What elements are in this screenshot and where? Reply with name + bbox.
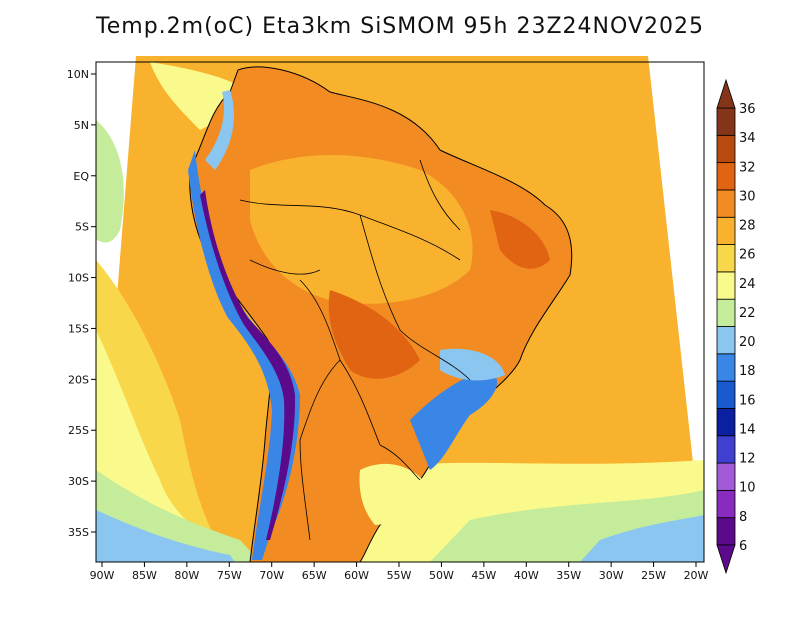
lat-tick-label: 25S bbox=[68, 424, 89, 437]
lon-tick-label: 70W bbox=[259, 569, 284, 582]
colorbar-label: 36 bbox=[739, 102, 756, 117]
northeast-warm bbox=[490, 210, 550, 269]
temperature-field bbox=[96, 56, 704, 563]
colorbar-swatch bbox=[716, 380, 736, 409]
lon-tick-label: 80W bbox=[174, 569, 199, 582]
colorbar-swatch bbox=[716, 408, 736, 437]
lat-tick-label: 15S bbox=[68, 322, 89, 335]
lon-tick-label: 50W bbox=[429, 569, 454, 582]
lat-tick-label: 5S bbox=[75, 221, 89, 234]
amazon-interior bbox=[250, 155, 473, 304]
colorbar-swatch bbox=[716, 489, 736, 519]
colorbar-label: 24 bbox=[739, 277, 756, 292]
pampas-mild bbox=[359, 463, 430, 525]
pacific-cooler-zone bbox=[96, 120, 124, 243]
map-frame bbox=[95, 61, 705, 563]
colorbar-label: 28 bbox=[739, 219, 756, 234]
colorbar-label: 18 bbox=[739, 364, 756, 379]
latitude-axis: 10N 5N EQ 5S 10S 15S 20S 25S 30S 35S bbox=[67, 68, 96, 539]
lon-tick-label: 35W bbox=[556, 569, 581, 582]
lon-tick-label: 55W bbox=[387, 569, 412, 582]
lon-tick-label: 40W bbox=[514, 569, 539, 582]
colorbar-label: 34 bbox=[739, 131, 756, 146]
lat-tick-label: 35S bbox=[68, 526, 89, 539]
colorbar-swatch bbox=[716, 134, 736, 164]
lon-tick-label: 90W bbox=[90, 569, 115, 582]
southeast-brazil-mild bbox=[440, 348, 505, 381]
colorbar-label: 20 bbox=[739, 335, 756, 350]
map-title: Temp.2m(oC) Eta3km SiSMOM 95h 23Z24NOV20… bbox=[96, 14, 704, 39]
south-atlantic-coolest bbox=[580, 515, 704, 562]
colorbar-label: 14 bbox=[739, 422, 756, 437]
colorbar-label: 10 bbox=[739, 481, 756, 496]
colorbar-label: 16 bbox=[739, 393, 756, 408]
longitude-axis: 90W 85W 80W 75W 70W 65W 60W 55W 50W 45W 40W 35W 30W 2… bbox=[90, 562, 709, 582]
lon-tick-label: 60W bbox=[344, 569, 369, 582]
colorbar-swatch bbox=[716, 271, 736, 300]
colorbar-swatch bbox=[716, 435, 736, 464]
colorbar-swatch bbox=[716, 162, 736, 191]
lon-tick-label: 65W bbox=[302, 569, 327, 582]
andes-cordillera-coldest bbox=[200, 190, 296, 540]
colorbar-label: 6 bbox=[739, 539, 747, 554]
colorbar-label: 30 bbox=[739, 189, 756, 204]
lon-tick-label: 30W bbox=[599, 569, 624, 582]
colorbar-swatch bbox=[716, 244, 736, 273]
lon-tick-label: 20W bbox=[684, 569, 709, 582]
country-borders bbox=[239, 159, 471, 541]
colorbar-label: 22 bbox=[739, 306, 756, 321]
colorbar-swatch bbox=[716, 326, 736, 355]
colorbar-swatch bbox=[716, 189, 736, 218]
colorbar-label: 26 bbox=[739, 248, 756, 263]
colorbar: 6 8 10 12 14 16 18 20 22 24 26 28 30 32 34 36 bbox=[716, 78, 756, 575]
southeast-brazil-cool bbox=[410, 370, 498, 470]
brazil-plateau-warm bbox=[328, 290, 420, 379]
colorbar-swatch bbox=[716, 353, 736, 382]
southern-cool-belt bbox=[96, 510, 235, 562]
colorbar-swatch bbox=[716, 216, 736, 245]
lat-tick-label: EQ bbox=[73, 170, 89, 183]
colorbar-swatch bbox=[716, 107, 736, 136]
colorbar-label: 32 bbox=[739, 160, 756, 175]
lat-tick-label: 30S bbox=[68, 475, 89, 488]
lon-tick-label: 75W bbox=[217, 569, 242, 582]
colorbar-swatch bbox=[716, 517, 736, 546]
colorbar-lower-arrow bbox=[716, 544, 736, 575]
colorbar-label: 12 bbox=[739, 452, 756, 467]
colorbar-upper-arrow bbox=[716, 78, 736, 109]
lat-tick-label: 5N bbox=[74, 119, 89, 132]
lon-tick-label: 45W bbox=[471, 569, 496, 582]
lat-tick-label: 20S bbox=[68, 373, 89, 386]
colorbar-swatch bbox=[716, 298, 736, 327]
colorbar-label: 8 bbox=[739, 510, 747, 525]
lat-tick-label: 10N bbox=[67, 68, 89, 81]
colorbar-swatch bbox=[716, 462, 736, 491]
lat-tick-label: 10S bbox=[68, 272, 89, 285]
lon-tick-label: 25W bbox=[641, 569, 666, 582]
northern-andes-cold bbox=[205, 90, 235, 170]
lon-tick-label: 85W bbox=[132, 569, 157, 582]
